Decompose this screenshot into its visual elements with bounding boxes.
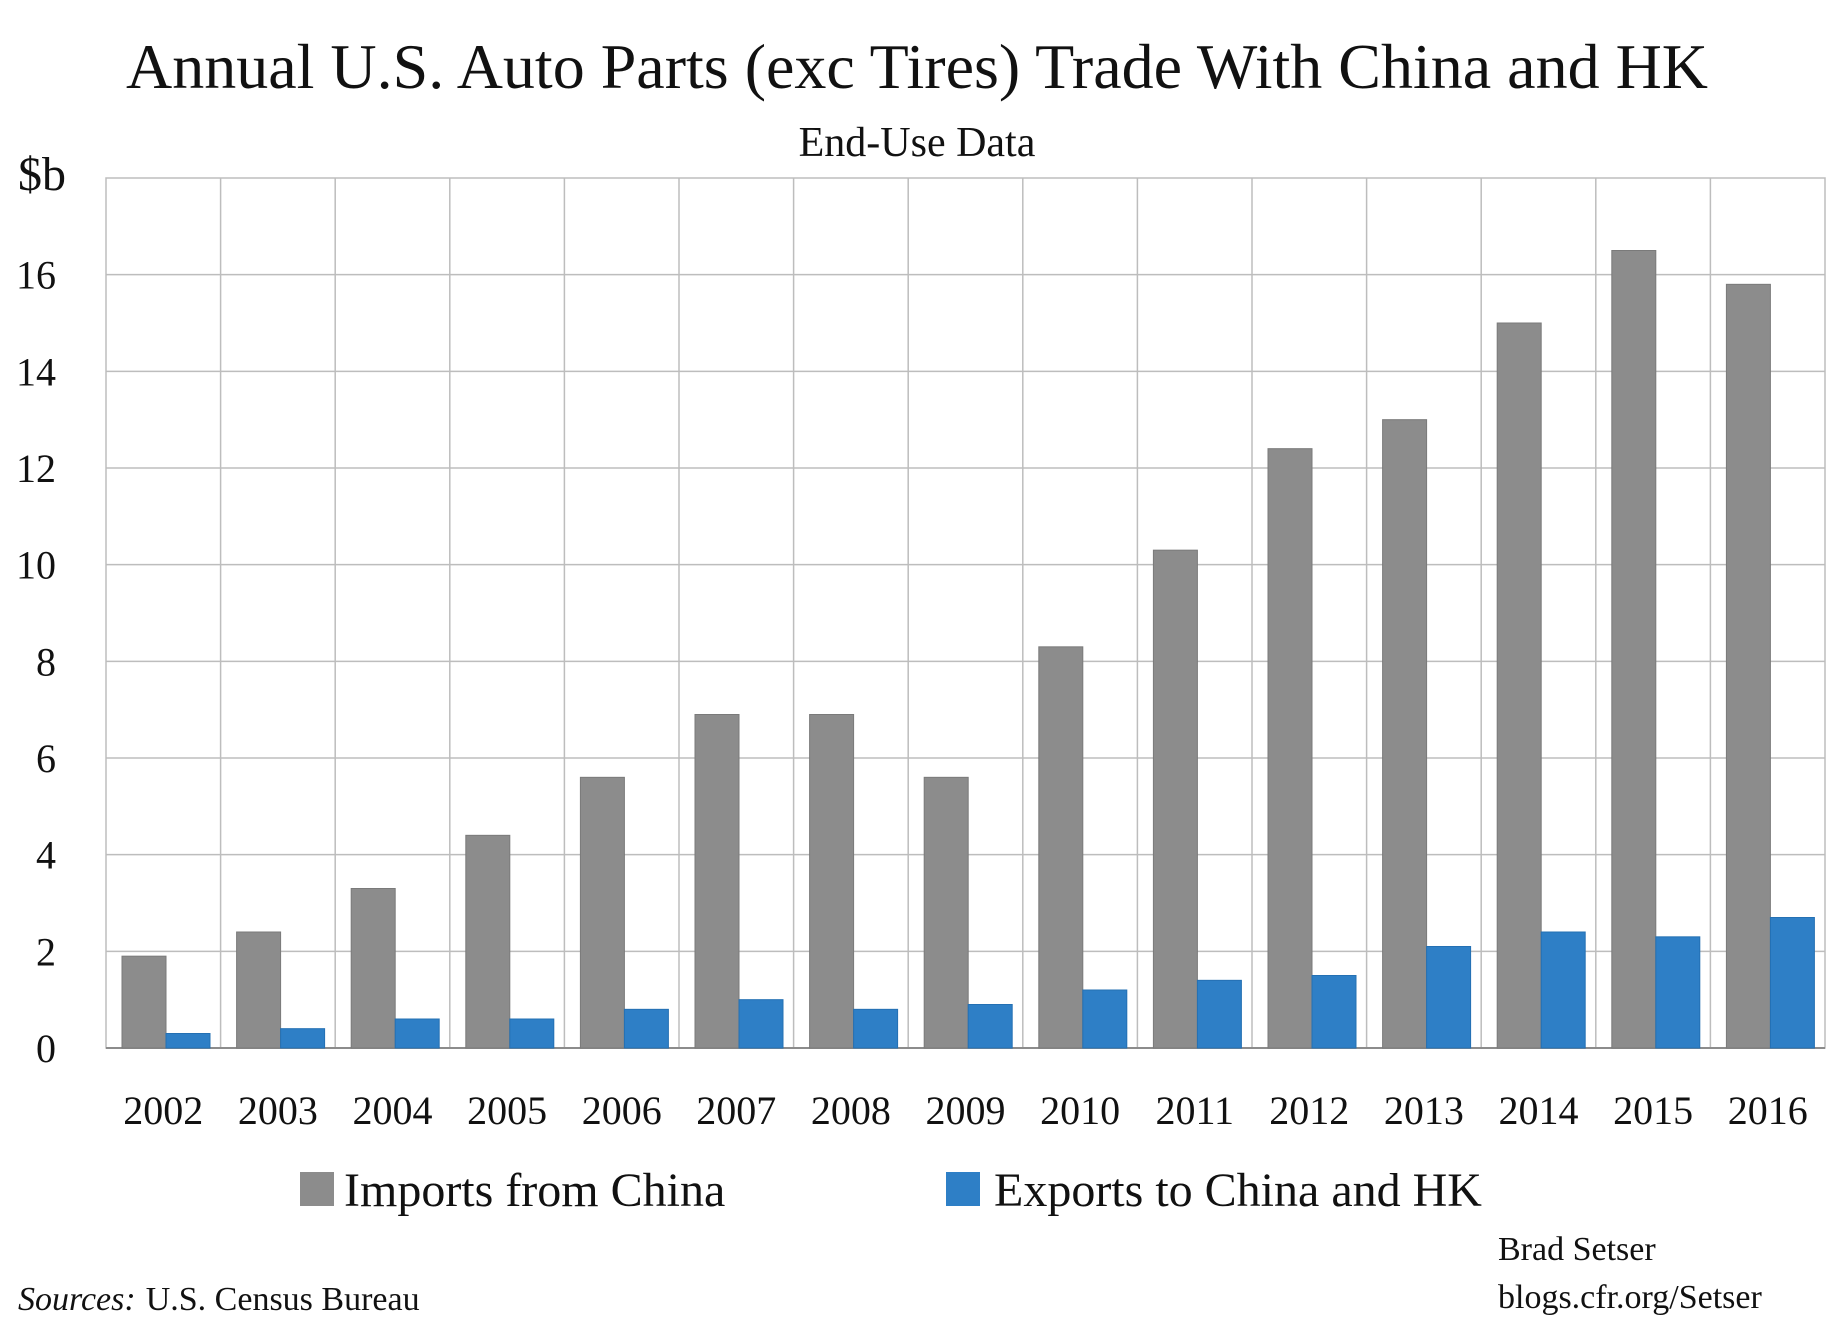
x-axis-ticks: 2002 2003 2004 2005 2006 2007 2008 2009 2010 2011… <box>123 1088 1807 1133</box>
bar-exports <box>738 999 784 1049</box>
bar-imports <box>1152 549 1198 1049</box>
bar-imports <box>809 714 855 1049</box>
legend-swatch-exports <box>946 1172 980 1206</box>
bar-imports <box>1038 646 1084 1049</box>
source-note: Sources: U.S. Census Bureau <box>18 1281 420 1318</box>
bar-exports <box>623 1008 669 1049</box>
bar-imports <box>1267 448 1313 1049</box>
x-tick-label: 2005 <box>467 1088 547 1133</box>
bar-exports <box>1196 979 1242 1049</box>
bar-exports <box>509 1018 555 1049</box>
y-tick-label: 2 <box>36 929 56 974</box>
x-tick-label: 2009 <box>926 1088 1006 1133</box>
x-tick-label: 2006 <box>582 1088 662 1133</box>
legend: Imports from China Exports to China and … <box>300 1164 1482 1217</box>
x-tick-label: 2015 <box>1613 1088 1693 1133</box>
x-tick-label: 2002 <box>123 1088 203 1133</box>
bar-imports <box>1611 250 1657 1049</box>
bar-exports <box>1311 975 1357 1049</box>
y-tick-label: 12 <box>16 446 56 491</box>
source-text: U.S. Census Bureau <box>146 1281 420 1318</box>
y-tick-label: 4 <box>36 833 56 878</box>
bar-exports <box>1540 931 1586 1049</box>
x-tick-label: 2003 <box>238 1088 318 1133</box>
x-tick-label: 2004 <box>353 1088 433 1133</box>
bar-imports <box>465 834 511 1049</box>
y-tick-label: 0 <box>36 1026 56 1071</box>
bars <box>121 250 1815 1049</box>
bar-exports <box>1769 917 1815 1049</box>
bar-exports <box>280 1028 326 1049</box>
bar-exports <box>967 1004 1013 1049</box>
bar-imports <box>923 776 969 1049</box>
x-tick-label: 2008 <box>811 1088 891 1133</box>
bar-exports <box>1655 936 1701 1049</box>
bar-exports <box>853 1008 899 1049</box>
y-tick-label: 14 <box>16 349 56 394</box>
x-tick-label: 2011 <box>1155 1088 1234 1133</box>
bar-imports <box>1725 283 1771 1049</box>
x-tick-label: 2013 <box>1384 1088 1464 1133</box>
author-name: Brad Setser <box>1498 1231 1656 1268</box>
y-tick-label: 8 <box>36 639 56 684</box>
bar-imports <box>236 931 282 1049</box>
y-axis-ticks: 0 2 4 6 8 10 12 14 16 <box>16 253 56 1071</box>
x-tick-label: 2010 <box>1040 1088 1120 1133</box>
legend-label-imports: Imports from China <box>344 1164 725 1217</box>
bar-exports <box>165 1033 211 1049</box>
y-axis-unit-label: $b <box>18 148 66 201</box>
bar-imports <box>694 714 740 1049</box>
x-tick-label: 2007 <box>696 1088 776 1133</box>
x-tick-label: 2016 <box>1728 1088 1808 1133</box>
bar-imports <box>579 776 625 1049</box>
legend-label-exports: Exports to China and HK <box>994 1164 1482 1217</box>
legend-swatch-imports <box>300 1172 334 1206</box>
bar-imports <box>121 955 167 1049</box>
chart-title: Annual U.S. Auto Parts (exc Tires) Trade… <box>126 31 1708 102</box>
y-tick-label: 6 <box>36 736 56 781</box>
x-tick-label: 2014 <box>1499 1088 1579 1133</box>
bar-imports <box>1382 419 1428 1049</box>
author-url: blogs.cfr.org/Setser <box>1498 1279 1762 1316</box>
bar-imports <box>350 888 396 1049</box>
bar-exports <box>1426 946 1472 1049</box>
x-tick-label: 2012 <box>1269 1088 1349 1133</box>
y-tick-label: 10 <box>16 543 56 588</box>
bar-imports <box>1496 322 1542 1049</box>
bar-exports <box>1082 989 1128 1049</box>
bar-exports <box>394 1018 440 1049</box>
chart-subtitle: End-Use Data <box>799 120 1036 166</box>
source-label: Sources: <box>18 1281 136 1318</box>
y-tick-label: 16 <box>16 253 56 298</box>
